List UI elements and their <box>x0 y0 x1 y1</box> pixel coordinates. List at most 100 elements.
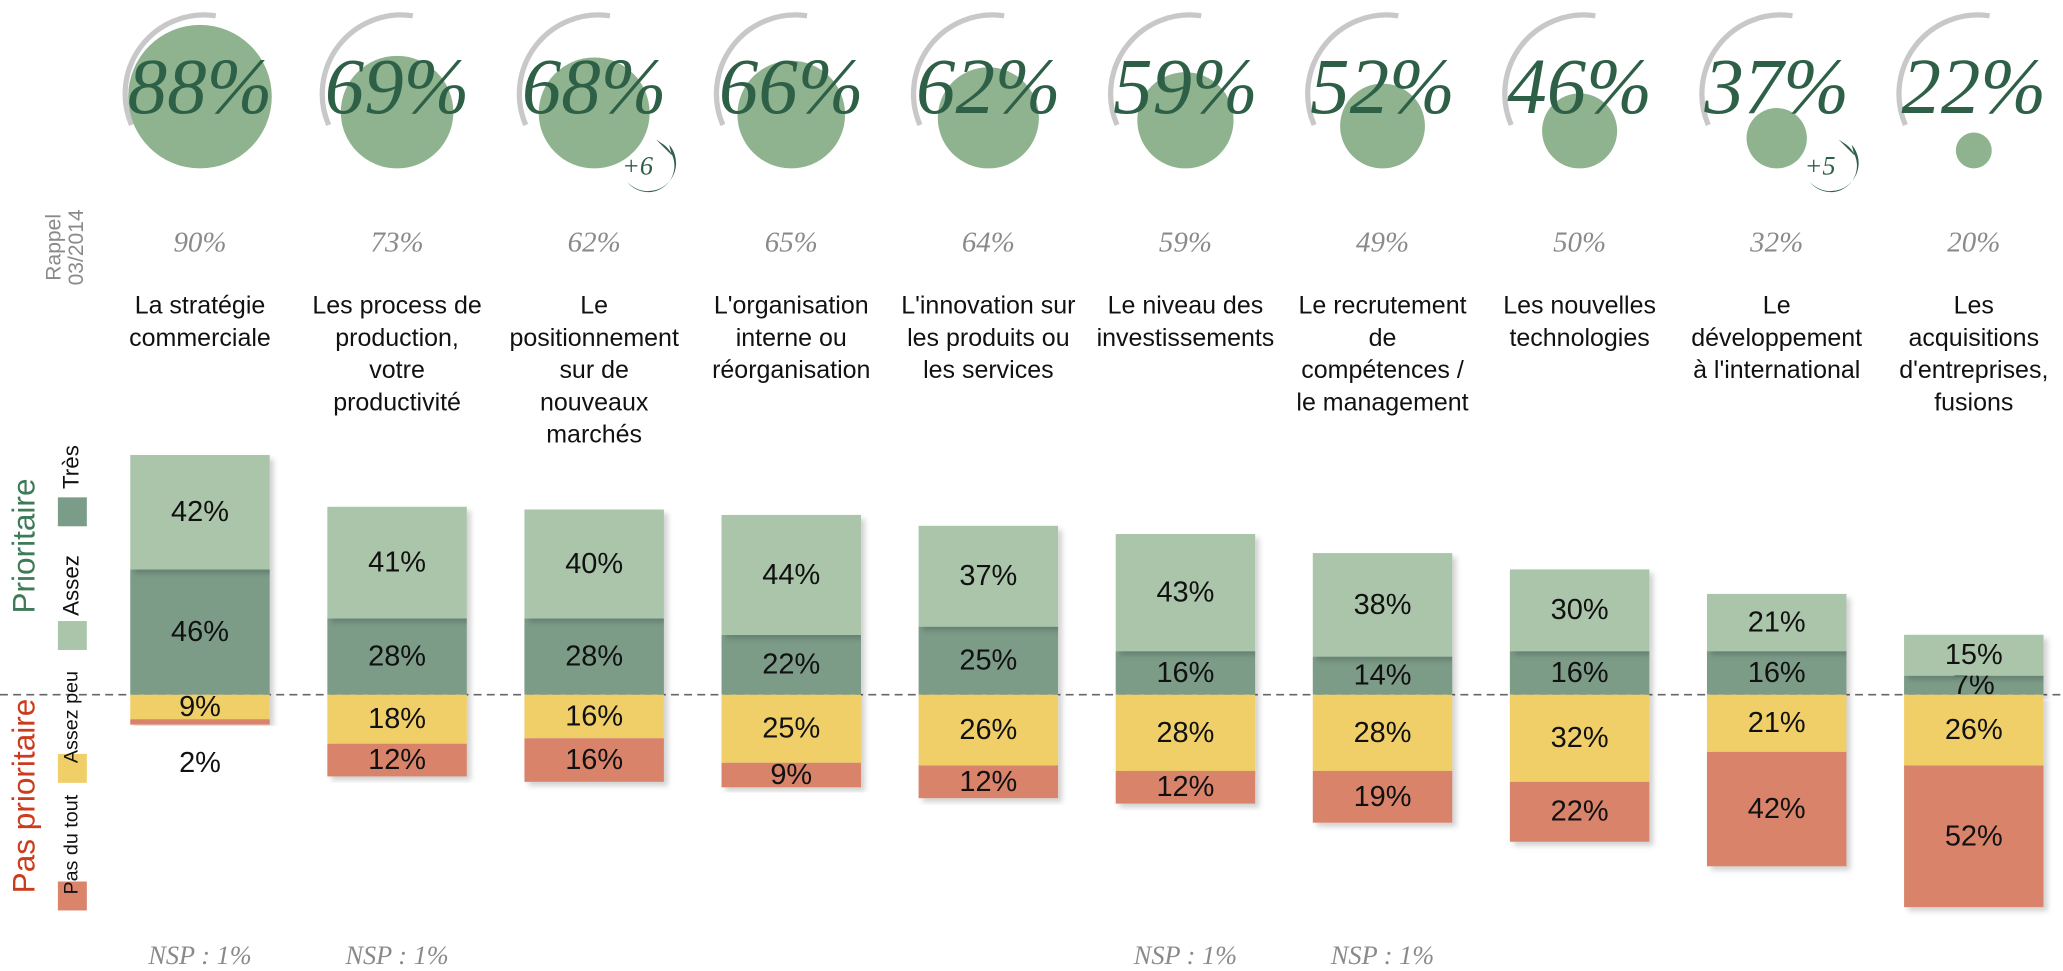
bar-segment <box>721 694 861 763</box>
bubble-label: 68% <box>522 44 667 131</box>
bubble-label: 69% <box>325 44 470 131</box>
nsp-label: NSP : 1% <box>1133 941 1237 970</box>
recall-value: 73% <box>371 226 424 258</box>
evolution-label: +5 <box>1805 151 1836 180</box>
bar-label: 18% <box>368 703 426 735</box>
bar-segment <box>524 509 664 619</box>
bar-label: 25% <box>959 645 1017 677</box>
bubble <box>737 60 846 169</box>
bar-segment <box>918 525 1059 627</box>
bar-segment <box>130 719 270 725</box>
category-label: Le niveau des investissements <box>1097 291 1275 351</box>
bar-segment <box>1706 751 1847 867</box>
bar-label: 46% <box>171 616 229 648</box>
bubble-arc <box>910 12 1005 127</box>
bubble-arc <box>1896 12 1990 127</box>
bar-label: 19% <box>1354 781 1412 813</box>
bar-label: 21% <box>1748 606 1806 638</box>
bar-label: 41% <box>368 547 426 579</box>
evolution-label: +6 <box>622 151 654 180</box>
bar-segment <box>1904 634 2044 676</box>
bar-segment <box>1312 770 1453 823</box>
recall-value: 90% <box>173 226 226 258</box>
legend-label: Assez <box>58 555 83 616</box>
bar-label: 2% <box>179 747 221 779</box>
bar-segment <box>327 743 467 777</box>
legend-swatch <box>57 753 87 783</box>
bubble <box>340 55 454 169</box>
bubble <box>1542 93 1618 169</box>
bar-segment <box>1509 569 1650 652</box>
bubble <box>538 57 650 169</box>
group-label: Prioritaire <box>6 478 42 613</box>
recall-label: Rappel03/2014 <box>42 209 87 285</box>
bubble-arc <box>122 12 217 127</box>
bar-segment <box>524 738 664 782</box>
bar-label: 42% <box>1748 793 1806 825</box>
bar-segment <box>327 618 467 695</box>
bar-label: 16% <box>1551 657 1609 689</box>
bar-label: 43% <box>1156 577 1214 609</box>
bar-segment <box>721 762 861 788</box>
bar-segment <box>721 634 861 695</box>
category-label: Les acquisitions d'entreprises, fusions <box>1899 291 2048 416</box>
bar-label: 16% <box>1748 657 1806 689</box>
bar-label: 42% <box>171 496 229 528</box>
nsp-label: NSP : 1% <box>1330 941 1434 970</box>
bar-segment <box>524 694 664 739</box>
bar-segment <box>1509 651 1650 695</box>
bar-label: 25% <box>762 713 820 745</box>
bubble <box>937 67 1039 169</box>
bar-segment <box>721 514 861 635</box>
legend-label: Assez peu <box>61 671 83 763</box>
bubble-arc <box>516 12 611 127</box>
bar-label: 22% <box>762 649 820 681</box>
legend-swatch <box>57 497 87 527</box>
recall-value: 49% <box>1356 226 1409 258</box>
bar-segment <box>1115 770 1256 804</box>
category-label: L'organisation interne ou réorganisation <box>712 291 870 383</box>
bar-label: 12% <box>368 744 426 776</box>
recall-value: 64% <box>962 226 1015 258</box>
bubble-label: 37% <box>1703 44 1849 131</box>
nsp-label: NSP : 1% <box>147 941 251 970</box>
bubble-label: 22% <box>1901 44 2046 131</box>
recall-value: 20% <box>1947 226 2000 258</box>
category-label: Les nouvelles technologies <box>1503 291 1656 351</box>
bar-label: 16% <box>565 700 623 732</box>
legend-swatch <box>57 621 87 650</box>
bubble-arc <box>1502 12 1596 127</box>
category-label: La stratégie commerciale <box>129 291 271 351</box>
bar-label: 52% <box>1945 820 2003 852</box>
category-label: Les process de production, votre productivi… <box>312 291 481 416</box>
bubble-label: 66% <box>719 44 864 131</box>
bar-label: 32% <box>1551 722 1609 754</box>
bar-label: 30% <box>1551 594 1609 626</box>
recall-value: 59% <box>1159 226 1212 258</box>
bubble <box>128 24 272 169</box>
bar-segment <box>1115 534 1256 652</box>
bar-segment <box>1509 781 1650 842</box>
bar-label: 12% <box>1156 771 1214 803</box>
bar-label: 26% <box>959 714 1017 746</box>
bar-segment <box>1312 694 1453 771</box>
category-label: L'innovation sur les produits ou les servi… <box>901 291 1075 383</box>
bar-segment <box>130 455 270 570</box>
bar-segment <box>918 626 1059 695</box>
bar-label: 21% <box>1748 707 1806 739</box>
recall-value: 62% <box>568 226 621 258</box>
bubble-label: 88% <box>128 44 273 131</box>
bar-label: 16% <box>565 744 623 776</box>
bar-label: 37% <box>959 560 1017 592</box>
bubble-label: 59% <box>1113 44 1258 131</box>
bar-segment <box>1115 694 1256 771</box>
bubble <box>1955 132 1992 169</box>
bubble <box>1137 72 1234 169</box>
legend-label: Très <box>58 445 83 489</box>
bar-label: 40% <box>565 548 623 580</box>
bar-segment <box>1904 765 2044 908</box>
bar-segment <box>130 694 270 720</box>
bar-segment <box>1904 694 2044 766</box>
bar-label: 15% <box>1945 639 2003 671</box>
